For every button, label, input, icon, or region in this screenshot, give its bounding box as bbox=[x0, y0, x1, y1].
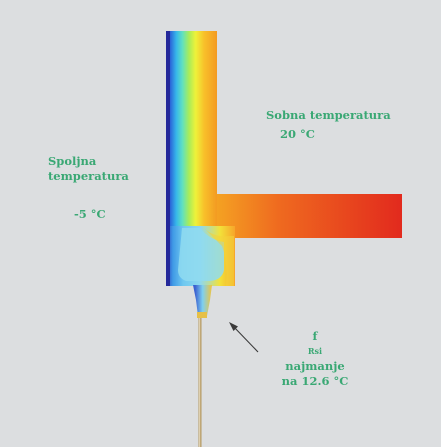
arrow-pointer-icon bbox=[229, 322, 238, 331]
outside-temperature-value: -5 °C bbox=[74, 207, 106, 221]
outside-label-line1: Spoljna bbox=[48, 154, 97, 168]
anchor-tip bbox=[197, 312, 207, 318]
frsi-line3: na 12.6 °C bbox=[281, 374, 349, 388]
room-temperature-value: 20 °C bbox=[280, 127, 315, 141]
outside-temperature-label: Spoljna temperatura bbox=[48, 154, 129, 184]
leader-line bbox=[232, 325, 259, 353]
support-rod-highlight bbox=[199, 318, 201, 447]
base-cold-pocket bbox=[178, 228, 224, 281]
anchor-stem bbox=[193, 285, 212, 316]
room-temperature-label: Sobna temperatura bbox=[266, 108, 391, 122]
wall-outer-edge bbox=[166, 31, 170, 286]
floor-slab bbox=[212, 194, 402, 238]
frsi-annotation: f Rsi najmanje na 12.6 °C bbox=[270, 329, 360, 389]
base-warm-edge bbox=[204, 228, 234, 286]
outside-label-line2: temperatura bbox=[48, 169, 129, 183]
wall-column bbox=[166, 31, 217, 237]
frsi-subscript: Rsi bbox=[307, 346, 323, 356]
frsi-line2: najmanje bbox=[285, 359, 345, 373]
frsi-symbol: f Rsi bbox=[270, 329, 360, 359]
